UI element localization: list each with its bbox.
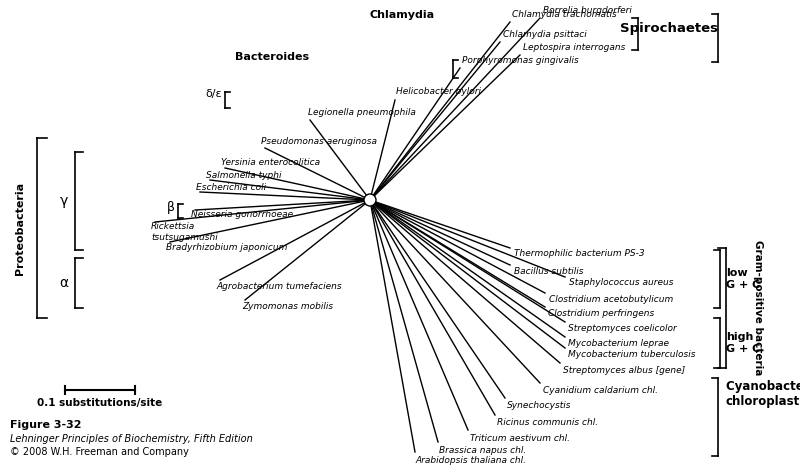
Text: Synechocystis: Synechocystis [507, 401, 572, 410]
Text: Mycobacterium tuberculosis: Mycobacterium tuberculosis [568, 351, 696, 360]
Text: high
G + C: high G + C [726, 332, 760, 354]
Text: 0.1 substitutions/site: 0.1 substitutions/site [38, 398, 162, 408]
Circle shape [364, 194, 376, 206]
Text: Arabidopsis thaliana chl.: Arabidopsis thaliana chl. [416, 456, 526, 465]
Text: Bacillus subtilis: Bacillus subtilis [514, 266, 583, 276]
Text: © 2008 W.H. Freeman and Company: © 2008 W.H. Freeman and Company [10, 447, 189, 457]
Text: Figure 3-32: Figure 3-32 [10, 420, 82, 430]
Text: Spirochaetes: Spirochaetes [620, 22, 718, 35]
Text: Lehninger Principles of Biochemistry, Fifth Edition: Lehninger Principles of Biochemistry, Fi… [10, 434, 253, 444]
Text: Legionella pneumophila: Legionella pneumophila [308, 108, 415, 117]
Text: Helicobacter pylori: Helicobacter pylori [396, 87, 481, 96]
Text: Streptomyces albus [gene]: Streptomyces albus [gene] [563, 366, 685, 375]
Text: Mycobacterium leprae: Mycobacterium leprae [568, 339, 670, 348]
Text: Rickettsia
tsutsugamushi: Rickettsia tsutsugamushi [151, 222, 218, 242]
Text: Cyanobacteria and
chloroplasts: Cyanobacteria and chloroplasts [726, 380, 800, 408]
Text: Clostridium perfringens: Clostridium perfringens [549, 309, 654, 318]
Text: Thermophilic bacterium PS-3: Thermophilic bacterium PS-3 [514, 249, 645, 258]
Text: Brassica napus chl.: Brassica napus chl. [439, 446, 526, 455]
Text: Escherichia coli: Escherichia coli [196, 183, 266, 192]
Text: Salmonella typhi: Salmonella typhi [206, 171, 282, 180]
Text: Chlamydia: Chlamydia [370, 10, 435, 20]
Text: Clostridium acetobutylicum: Clostridium acetobutylicum [549, 295, 673, 304]
Text: Porphyromonas gingivalis: Porphyromonas gingivalis [462, 56, 579, 65]
Text: γ: γ [60, 194, 68, 208]
Text: Chlamydia psittaci: Chlamydia psittaci [502, 30, 586, 39]
Text: β: β [167, 201, 175, 215]
Text: Agrobacterium tumefaciens: Agrobacterium tumefaciens [217, 282, 342, 291]
Text: Pseudomonas aeruginosa: Pseudomonas aeruginosa [262, 137, 378, 146]
Text: Ricinus communis chl.: Ricinus communis chl. [497, 418, 598, 428]
Text: Cyanidium caldarium chl.: Cyanidium caldarium chl. [542, 386, 658, 395]
Text: Leptospira interrogans: Leptospira interrogans [523, 43, 626, 52]
Text: Proteobacteria: Proteobacteria [15, 181, 25, 275]
Text: Bradyrhizobium japonicum: Bradyrhizobium japonicum [166, 243, 287, 252]
Text: Yersinia enterocolitica: Yersinia enterocolitica [221, 158, 320, 167]
Text: Bacteroides: Bacteroides [235, 52, 309, 62]
Text: Streptomyces coelicolor: Streptomyces coelicolor [568, 324, 677, 333]
Text: low
G + C: low G + C [726, 268, 760, 290]
Text: δ/ε: δ/ε [206, 89, 222, 99]
Text: Neisseria gonorrhoeae: Neisseria gonorrhoeae [191, 210, 293, 219]
Text: α: α [59, 276, 68, 290]
Text: Borrelia burgdorferi: Borrelia burgdorferi [542, 6, 632, 15]
Text: Triticum aestivum chl.: Triticum aestivum chl. [470, 434, 570, 443]
Text: Gram-positive bacteria: Gram-positive bacteria [753, 240, 763, 376]
Text: Staphylococcus aureus: Staphylococcus aureus [569, 278, 674, 287]
Text: Chlamydia trachomatis: Chlamydia trachomatis [513, 10, 618, 19]
Text: Zymomonas mobilis: Zymomonas mobilis [242, 303, 333, 312]
